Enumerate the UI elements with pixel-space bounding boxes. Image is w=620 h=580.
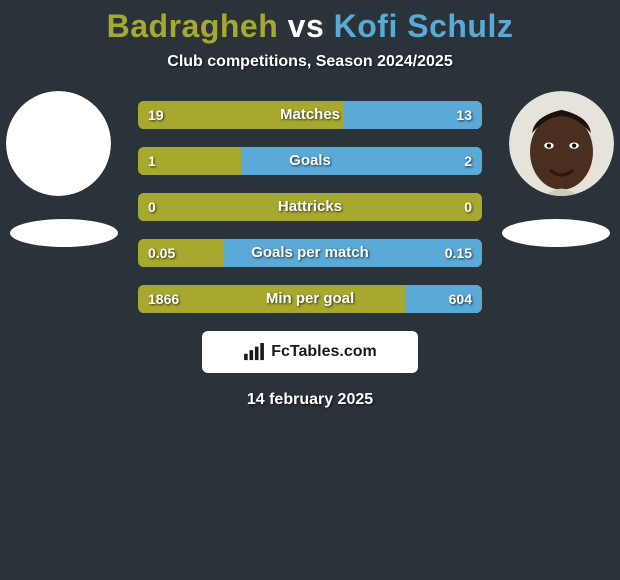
stat-label: Min per goal xyxy=(138,285,482,313)
subtitle: Club competitions, Season 2024/2025 xyxy=(0,53,620,71)
bar-chart-icon xyxy=(243,343,265,361)
stat-row: 00Hattricks xyxy=(138,193,482,221)
stat-row: 12Goals xyxy=(138,147,482,175)
avatar-bg xyxy=(6,91,111,196)
title-vs: vs xyxy=(288,8,325,44)
title-player1: Badragheh xyxy=(107,8,279,44)
player2-avatar xyxy=(509,91,614,196)
brand-text: FcTables.com xyxy=(271,343,377,361)
brand-badge: FcTables.com xyxy=(202,331,418,373)
stat-bars: 1913Matches 12Goals 00Hattricks 0.050.15Goa… xyxy=(138,101,482,313)
player2-name-oval xyxy=(502,219,610,247)
player1-avatar xyxy=(6,91,111,196)
stat-label: Matches xyxy=(138,101,482,129)
comparison-panel: 1913Matches 12Goals 00Hattricks 0.050.15Goa… xyxy=(0,101,620,409)
avatar-face-icon xyxy=(509,91,614,196)
stat-label: Goals xyxy=(138,147,482,175)
stat-row: 1866604Min per goal xyxy=(138,285,482,313)
title-player2: Kofi Schulz xyxy=(334,8,514,44)
page-title: Badragheh vs Kofi Schulz xyxy=(0,0,620,45)
stat-row: 1913Matches xyxy=(138,101,482,129)
snapshot-date: 14 february 2025 xyxy=(0,391,620,409)
stat-row: 0.050.15Goals per match xyxy=(138,239,482,267)
player1-name-oval xyxy=(10,219,118,247)
stat-label: Hattricks xyxy=(138,193,482,221)
stat-label: Goals per match xyxy=(138,239,482,267)
avatar-placeholder-icon xyxy=(6,91,111,196)
